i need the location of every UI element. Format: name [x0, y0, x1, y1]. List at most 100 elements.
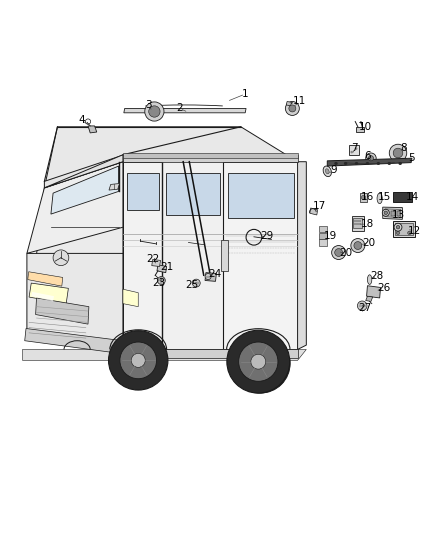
Circle shape: [368, 156, 374, 161]
Circle shape: [357, 301, 367, 311]
Text: 13: 13: [392, 210, 405, 220]
Polygon shape: [22, 350, 306, 360]
Polygon shape: [35, 298, 89, 324]
Polygon shape: [360, 193, 367, 202]
Text: 1: 1: [242, 89, 248, 99]
Ellipse shape: [388, 162, 391, 165]
Ellipse shape: [323, 166, 332, 176]
Ellipse shape: [325, 169, 329, 174]
Polygon shape: [157, 265, 166, 272]
Text: 11: 11: [293, 96, 307, 107]
Text: 9: 9: [330, 165, 337, 175]
Text: 7: 7: [351, 143, 358, 153]
Text: 19: 19: [324, 231, 337, 241]
Polygon shape: [152, 260, 160, 266]
Text: 16: 16: [361, 192, 374, 201]
Polygon shape: [393, 221, 415, 237]
Circle shape: [131, 353, 145, 367]
Text: 21: 21: [160, 262, 173, 272]
Polygon shape: [123, 289, 138, 306]
Polygon shape: [123, 155, 297, 161]
Ellipse shape: [367, 275, 372, 285]
Ellipse shape: [344, 162, 347, 165]
Polygon shape: [29, 283, 68, 304]
Text: 29: 29: [261, 231, 274, 241]
Text: 2: 2: [177, 103, 183, 114]
Polygon shape: [385, 209, 401, 217]
Circle shape: [361, 195, 366, 200]
Polygon shape: [44, 155, 123, 188]
Circle shape: [157, 277, 165, 285]
Circle shape: [396, 231, 400, 235]
Polygon shape: [393, 192, 412, 202]
Polygon shape: [327, 158, 412, 166]
Text: 26: 26: [378, 284, 391, 293]
Bar: [354, 220, 361, 222]
Polygon shape: [123, 349, 297, 358]
Text: 12: 12: [408, 225, 421, 236]
Polygon shape: [356, 127, 364, 132]
Polygon shape: [44, 155, 123, 188]
Text: 20: 20: [339, 248, 352, 259]
Polygon shape: [310, 208, 318, 215]
Polygon shape: [28, 272, 63, 286]
Text: 6: 6: [364, 151, 371, 161]
Polygon shape: [366, 296, 373, 302]
Polygon shape: [31, 292, 54, 302]
Bar: [397, 211, 400, 216]
Circle shape: [389, 144, 407, 161]
Circle shape: [335, 248, 343, 256]
Polygon shape: [367, 286, 381, 298]
Ellipse shape: [334, 162, 338, 165]
Polygon shape: [223, 161, 297, 350]
Circle shape: [394, 223, 402, 231]
Text: 22: 22: [146, 254, 159, 264]
Text: 15: 15: [378, 192, 391, 201]
Ellipse shape: [377, 193, 382, 204]
Polygon shape: [162, 161, 223, 350]
Circle shape: [251, 354, 266, 369]
Text: 8: 8: [400, 143, 406, 153]
Polygon shape: [25, 328, 123, 354]
Polygon shape: [353, 219, 362, 228]
Circle shape: [332, 246, 346, 260]
Polygon shape: [349, 145, 359, 155]
Polygon shape: [124, 108, 246, 113]
Ellipse shape: [355, 162, 358, 165]
Bar: [392, 211, 395, 216]
Polygon shape: [319, 227, 327, 232]
Text: 17: 17: [313, 201, 326, 211]
Bar: [354, 223, 361, 225]
Circle shape: [109, 330, 168, 390]
Text: 10: 10: [359, 122, 372, 132]
Text: 20: 20: [362, 238, 375, 248]
Ellipse shape: [399, 162, 402, 165]
Text: 18: 18: [361, 219, 374, 229]
Polygon shape: [395, 223, 413, 235]
Circle shape: [366, 153, 376, 164]
Polygon shape: [297, 161, 306, 350]
Polygon shape: [228, 173, 294, 217]
Polygon shape: [221, 240, 228, 271]
Circle shape: [286, 101, 299, 116]
Text: 5: 5: [408, 153, 414, 163]
Polygon shape: [88, 126, 97, 133]
Circle shape: [120, 342, 156, 379]
Polygon shape: [44, 127, 297, 188]
Circle shape: [289, 105, 296, 112]
Polygon shape: [109, 183, 120, 190]
Ellipse shape: [366, 162, 369, 165]
Circle shape: [408, 231, 411, 235]
Circle shape: [53, 250, 69, 265]
Polygon shape: [27, 253, 123, 350]
Circle shape: [231, 334, 290, 393]
Text: 14: 14: [405, 192, 419, 201]
Polygon shape: [123, 161, 162, 350]
Polygon shape: [205, 272, 216, 281]
Polygon shape: [383, 207, 403, 220]
Circle shape: [145, 102, 164, 121]
Circle shape: [384, 211, 388, 215]
Polygon shape: [319, 239, 327, 246]
Polygon shape: [352, 216, 364, 231]
Polygon shape: [123, 153, 297, 158]
